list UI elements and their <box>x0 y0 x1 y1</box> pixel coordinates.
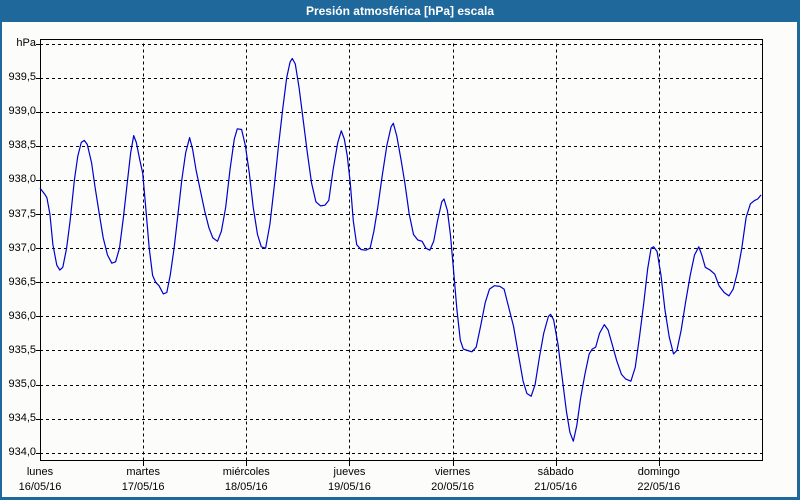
chart-window-background <box>2 22 797 497</box>
pressure-series-line <box>39 57 762 442</box>
chart-title: Presión atmosférica [hPa] escala <box>305 4 495 18</box>
title-bar: Presión atmosférica [hPa] escala <box>0 0 800 22</box>
plot-frame <box>40 39 763 461</box>
